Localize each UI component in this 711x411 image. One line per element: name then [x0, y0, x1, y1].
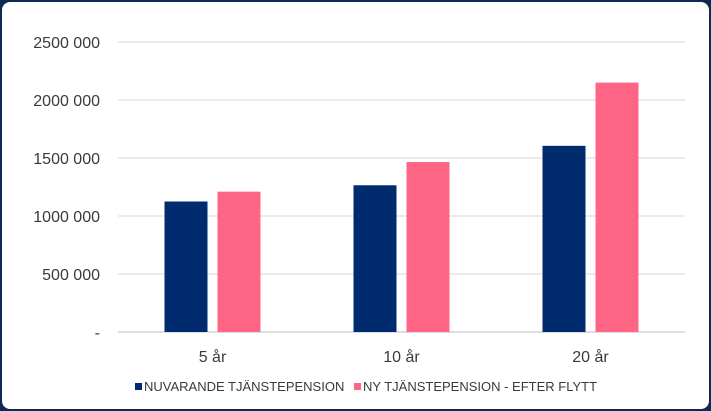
- y-tick-label: 2000 000: [33, 93, 100, 110]
- x-axis-categories: 5 år 10 år 20 år: [199, 348, 610, 366]
- bar-nuvarande-0: [164, 201, 208, 332]
- legend-label: NY TJÄNSTEPENSION - EFTER FLYTT: [363, 379, 597, 394]
- gridlines: [118, 41, 685, 333]
- y-tick-label: 2500 000: [33, 35, 100, 52]
- bar-nuvarande-1: [353, 185, 397, 332]
- x-category-label: 5 år: [199, 348, 227, 366]
- bars: [164, 82, 639, 332]
- y-tick-label: -: [95, 325, 100, 342]
- bar-ny-1: [406, 162, 450, 332]
- y-tick-label: 1000 000: [33, 209, 100, 226]
- y-tick-label: 1500 000: [33, 151, 100, 168]
- bar-nuvarande-2: [542, 145, 586, 332]
- bar-ny-2: [595, 82, 639, 332]
- legend: NUVARANDE TJÄNSTEPENSION NY TJÄNSTEPENSIO…: [135, 379, 597, 394]
- y-tick-label: 500 000: [42, 267, 100, 284]
- bar-ny-0: [217, 191, 261, 332]
- legend-swatch: [135, 383, 142, 390]
- x-category-label: 20 år: [572, 348, 609, 366]
- legend-swatch: [354, 383, 361, 390]
- x-category-label: 10 år: [383, 348, 420, 366]
- y-axis-ticks: - 500 000 1000 000 1500 000 2000 000 2500 000: [33, 35, 100, 342]
- legend-label: NUVARANDE TJÄNSTEPENSION: [144, 379, 344, 394]
